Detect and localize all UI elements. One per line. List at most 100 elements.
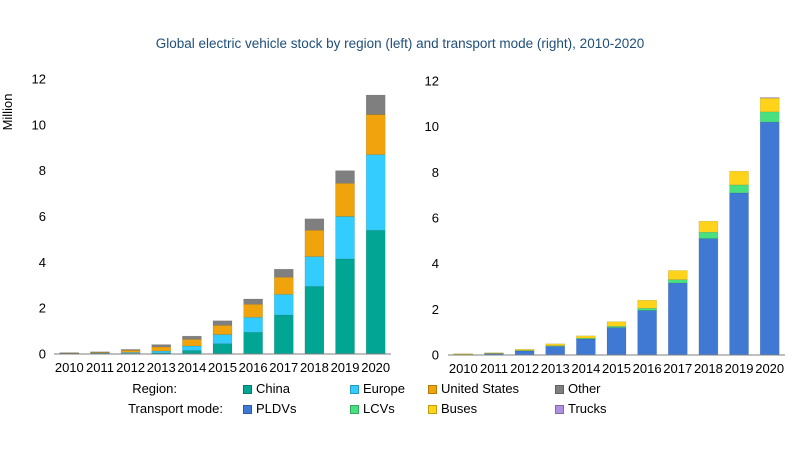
bar-segment-europe: [274, 294, 294, 316]
x-tick-label: 2018: [300, 360, 329, 375]
bar-segment-united-states: [304, 230, 325, 257]
legend-label: Trucks: [568, 401, 607, 416]
y-tick-label: 2: [39, 301, 46, 316]
legend-item-pldvs: PLDVs: [243, 400, 296, 418]
bar-segment-pldvs: [759, 121, 780, 356]
x-tick-label: 2018: [694, 361, 723, 376]
legend-swatch: [243, 404, 252, 414]
bar-segment-pldvs: [576, 338, 596, 356]
legend-swatch: [350, 404, 359, 414]
bar-segment-pldvs: [668, 282, 688, 356]
bar-segment-other: [304, 218, 325, 231]
x-tick-label: 2019: [725, 361, 754, 376]
y-tick-label: 8: [432, 165, 439, 180]
x-tick-label: 2015: [208, 360, 237, 375]
bar-segment-buses: [698, 220, 719, 233]
bar-segment-other: [212, 320, 233, 326]
bar-segment-china: [304, 286, 325, 355]
x-tick-label: 2012: [510, 361, 539, 376]
legend-swatch: [555, 404, 564, 414]
x-tick-label: 2020: [755, 361, 784, 376]
x-tick-label: 2017: [269, 360, 298, 375]
bar-segment-united-states: [274, 276, 294, 295]
bar-segment-united-states: [151, 346, 171, 352]
legend-item-lcvs: LCVs: [350, 400, 395, 418]
bar-segment-pldvs: [698, 238, 719, 356]
bar-segment-other: [151, 344, 171, 348]
legend-label: PLDVs: [256, 401, 297, 416]
bar-segment-united-states: [212, 325, 233, 335]
bar-segment-buses: [606, 321, 627, 327]
legend-label: United States: [441, 381, 520, 396]
x-tick-label: 2014: [177, 360, 206, 375]
legend-item-united-states: United States: [428, 380, 519, 398]
x-tick-label: 2013: [147, 360, 176, 375]
legend-swatch: [428, 384, 437, 394]
x-tick-label: 2010: [449, 361, 478, 376]
bar-segment-buses: [668, 270, 688, 280]
legend-item-china: China: [243, 380, 290, 398]
x-tick-label: 2019: [331, 360, 360, 375]
bar-segment-buses: [576, 335, 596, 339]
bar-segment-pldvs: [729, 192, 749, 356]
bar-segment-pldvs: [545, 346, 565, 356]
legend-item-europe: Europe: [350, 380, 405, 398]
legend-swatch: [428, 404, 437, 414]
legend-region-label: Region:: [132, 381, 177, 396]
bar-segment-china: [335, 258, 355, 355]
y-tick-label: 12: [32, 72, 46, 87]
x-tick-label: 2013: [541, 361, 570, 376]
bar-segment-pldvs: [514, 350, 535, 356]
bar-segment-china: [243, 331, 263, 355]
y-tick-label: 4: [39, 255, 46, 270]
bar-segment-united-states: [335, 183, 355, 217]
x-tick-label: 2020: [361, 360, 390, 375]
y-tick-label: 6: [432, 211, 439, 226]
bar-segment-europe: [151, 350, 171, 354]
y-tick-label: 2: [432, 302, 439, 317]
x-tick-label: 2011: [480, 361, 508, 376]
legend-swatch: [350, 384, 359, 394]
x-tick-label: 2016: [239, 360, 268, 375]
legend-label: LCVs: [363, 401, 395, 416]
x-tick-label: 2014: [571, 361, 600, 376]
bar-segment-pldvs: [606, 327, 627, 356]
bar-segment-europe: [304, 256, 325, 287]
y-tick-label: 6: [39, 209, 46, 224]
legend-transport-row: Transport mode: PLDVs LCVs Buses Trucks: [0, 400, 800, 418]
bar-segment-other: [274, 268, 294, 278]
y-tick-label: 12: [425, 74, 439, 89]
bar-segment-buses: [729, 170, 749, 186]
legend-item-other: Other: [555, 380, 601, 398]
bar-segment-united-states: [243, 304, 263, 318]
x-tick-label: 2011: [86, 360, 114, 375]
legend-item-buses: Buses: [428, 400, 477, 418]
bar-segment-other: [243, 298, 263, 305]
legend-label: China: [256, 381, 290, 396]
bar-segment-europe: [335, 216, 355, 260]
legend-item-trucks: Trucks: [555, 400, 607, 418]
x-tick-label: 2012: [116, 360, 145, 375]
bar-segment-europe: [182, 345, 202, 351]
y-tick-label: 0: [39, 347, 46, 362]
bar-segment-lcvs: [729, 184, 749, 194]
x-tick-label: 2016: [633, 361, 662, 376]
y-tick-label: 10: [425, 119, 439, 134]
y-tick-label: 10: [32, 117, 46, 132]
bar-segment-lcvs: [759, 111, 780, 123]
bar-segment-buses: [453, 353, 474, 355]
legend-label: Europe: [363, 381, 405, 396]
bar-segment-united-states: [365, 114, 386, 155]
legend-label: Other: [568, 381, 601, 396]
bar-segment-china: [182, 350, 202, 355]
x-tick-label: 2017: [663, 361, 692, 376]
bar-segment-other: [182, 335, 202, 340]
x-tick-label: 2010: [55, 360, 84, 375]
bar-segment-europe: [243, 317, 263, 333]
y-tick-label: 4: [432, 256, 439, 271]
legend-swatch: [555, 384, 564, 394]
bar-segment-other: [90, 351, 110, 353]
bar-segment-other: [365, 94, 386, 115]
